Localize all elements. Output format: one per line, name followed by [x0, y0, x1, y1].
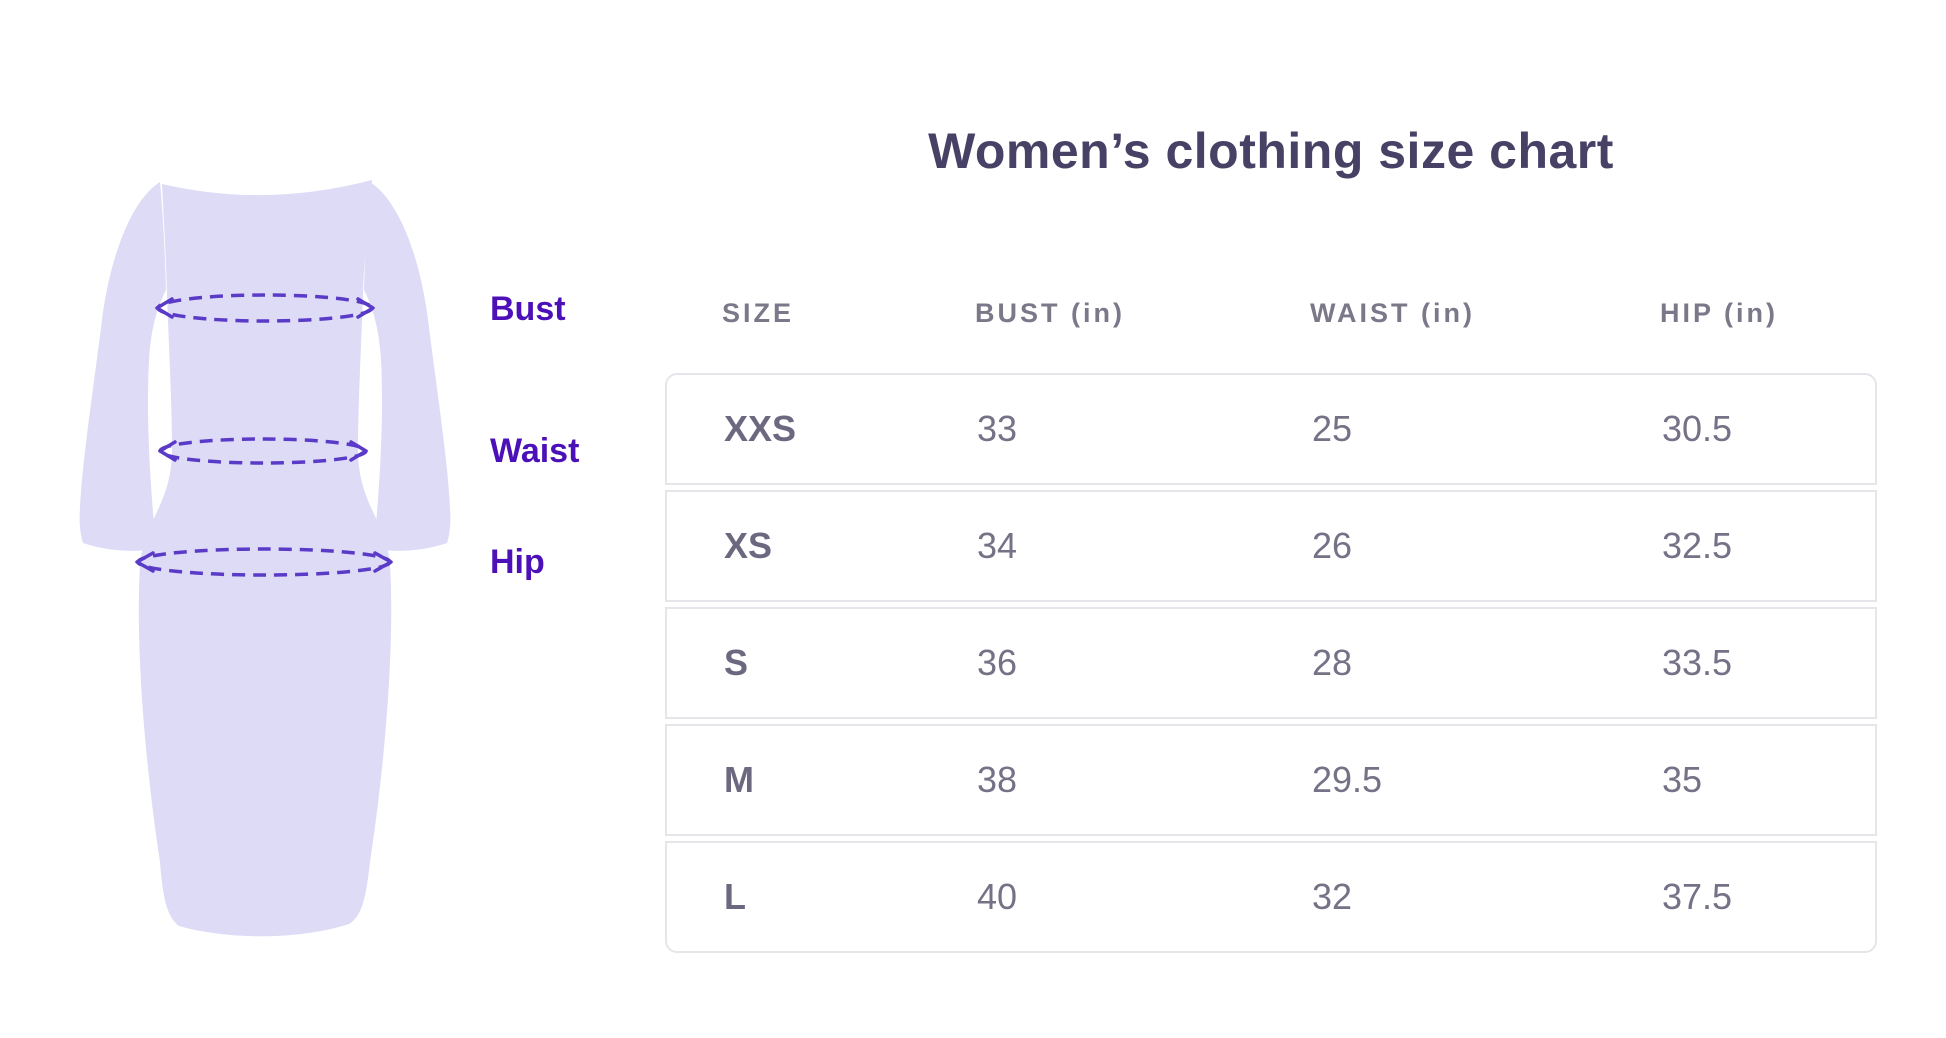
hip-cell: 37.5 [1662, 876, 1733, 917]
waist-cell: 25 [1312, 408, 1353, 449]
bust-cell: 38 [977, 759, 1018, 800]
hip-arrow-right-icon [373, 551, 393, 573]
column-header-hip: HIP (in) [1660, 297, 1778, 328]
size-table: XXS 33 25 30.5 XS 34 26 32.5 S 36 28 33.… [665, 373, 1877, 953]
page-title: Women’s clothing size chart [928, 123, 1614, 179]
table-row: S 36 28 33.5 [665, 607, 1877, 719]
hip-arrow-left-icon [135, 551, 155, 573]
hip-cell: 33.5 [1662, 642, 1733, 683]
hip-label: Hip [490, 543, 545, 581]
bust-cell: 34 [977, 525, 1018, 566]
hip-cell: 30.5 [1662, 408, 1733, 449]
size-cell: S [724, 642, 749, 683]
table-row: L 40 32 37.5 [665, 841, 1877, 953]
dress-left-sleeve-shape [79, 182, 166, 551]
column-header-waist: WAIST (in) [1310, 297, 1475, 328]
column-header-size: SIZE [722, 297, 795, 328]
column-header-bust: BUST (in) [975, 297, 1125, 328]
waist-cell: 28 [1312, 642, 1353, 683]
waist-cell: 26 [1312, 525, 1353, 566]
bust-arrow-right-icon [356, 297, 375, 319]
bust-label: Bust [490, 290, 566, 328]
bust-cell: 36 [977, 642, 1018, 683]
waist-cell: 32 [1312, 876, 1353, 917]
bust-cell: 40 [977, 876, 1018, 917]
table-header-row: SIZE BUST (in) WAIST (in) HIP (in) [665, 293, 1877, 333]
waist-arrow-right-icon [349, 440, 368, 462]
bust-arrow-left-icon [155, 297, 174, 319]
waist-arrow-left-icon [158, 440, 177, 462]
dress-illustration [79, 180, 451, 937]
size-cell: XS [724, 525, 773, 566]
size-cell: L [724, 876, 746, 917]
hip-cell: 35 [1662, 759, 1703, 800]
table-row: XXS 33 25 30.5 [665, 373, 1877, 485]
table-row: M 38 29.5 35 [665, 724, 1877, 836]
waist-cell: 29.5 [1312, 759, 1383, 800]
bust-cell: 33 [977, 408, 1018, 449]
size-cell: XXS [724, 408, 797, 449]
dress-body-shape [138, 180, 392, 937]
table-row: XS 34 26 32.5 [665, 490, 1877, 602]
hip-cell: 32.5 [1662, 525, 1733, 566]
waist-label: Waist [490, 432, 580, 470]
size-cell: M [724, 759, 754, 800]
dress-right-sleeve-shape [364, 182, 451, 551]
